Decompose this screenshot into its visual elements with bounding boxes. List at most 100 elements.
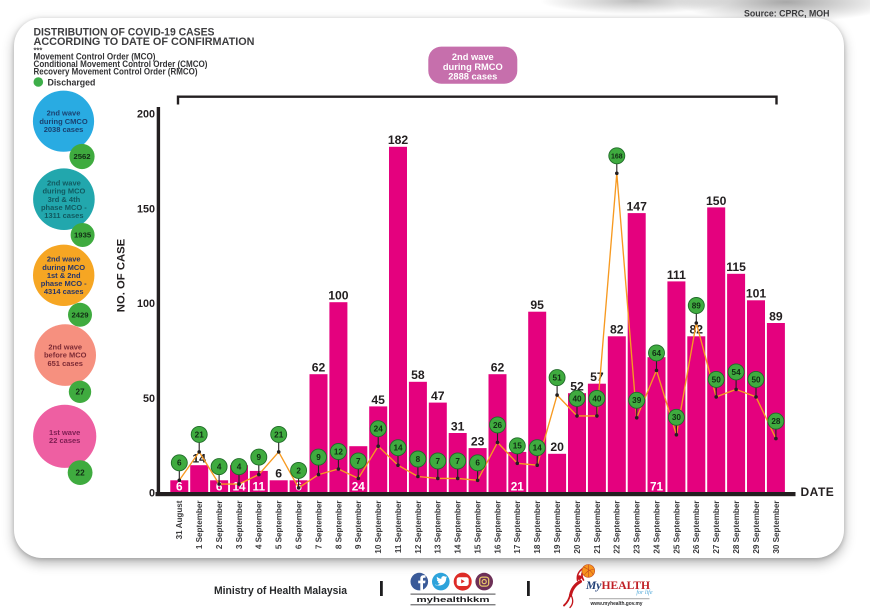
svg-text:myhealthkkm: myhealthkkm [417,595,491,604]
svg-text:7: 7 [356,457,361,466]
svg-text:5 September: 5 September [275,500,284,549]
svg-text:2 September: 2 September [215,500,224,549]
svg-text:40: 40 [572,394,582,403]
svg-text:Discharged: Discharged [48,77,96,87]
svg-text:101: 101 [746,287,767,301]
svg-text:22: 22 [76,468,86,477]
svg-text:2nd wave: 2nd wave [47,109,81,118]
svg-text:7 September: 7 September [314,500,323,549]
svg-text:100: 100 [137,298,155,310]
svg-text:26: 26 [493,421,503,430]
svg-text:2: 2 [296,466,301,475]
svg-text:62: 62 [312,361,326,375]
svg-text:2429: 2429 [71,311,88,320]
svg-text:31: 31 [451,419,465,433]
svg-text:1st & 2nd: 1st & 2nd [47,271,81,280]
svg-text:4: 4 [217,463,222,472]
svg-text:1 September: 1 September [195,500,204,549]
svg-text:3rd & 4th: 3rd & 4th [48,195,81,204]
svg-text:20: 20 [550,440,564,454]
svg-text:22 September: 22 September [613,500,622,554]
svg-text:20 September: 20 September [573,500,582,554]
svg-text:51: 51 [553,374,563,383]
svg-text:57: 57 [590,370,604,384]
svg-text:14 September: 14 September [454,500,463,554]
svg-text:12 September: 12 September [414,500,423,554]
svg-text:40: 40 [592,394,602,403]
svg-text:19 September: 19 September [553,500,562,554]
svg-text:21: 21 [195,430,205,439]
svg-text:phase MCO -: phase MCO - [41,279,87,288]
svg-text:50: 50 [712,375,722,384]
svg-text:182: 182 [388,133,409,147]
svg-text:9 September: 9 September [354,500,363,549]
svg-text:before MCO: before MCO [44,351,87,360]
svg-text:6: 6 [275,467,282,481]
svg-text:15 September: 15 September [474,500,483,554]
svg-text:0: 0 [149,488,155,500]
svg-text:25 September: 25 September [672,500,681,554]
svg-text:www.myhealth.gov.my: www.myhealth.gov.my [590,601,644,607]
svg-text:29 September: 29 September [752,500,761,554]
svg-text:2038 cases: 2038 cases [44,125,84,134]
svg-text:7: 7 [436,457,441,466]
svg-text:6: 6 [177,459,182,468]
svg-text:147: 147 [627,200,648,214]
svg-text:8 September: 8 September [334,500,343,549]
svg-text:4: 4 [237,463,242,472]
svg-text:150: 150 [706,194,727,208]
svg-text:24: 24 [352,480,366,494]
svg-text:6: 6 [475,459,480,468]
svg-text:2562: 2562 [73,152,90,161]
svg-text:89: 89 [769,309,783,323]
svg-text:6: 6 [176,480,183,494]
svg-text:27 September: 27 September [712,500,721,554]
svg-text:2nd wave: 2nd wave [47,179,81,188]
svg-text:30: 30 [672,413,682,422]
svg-text:***: *** [34,46,43,55]
svg-text:during RMCO: during RMCO [443,62,503,72]
svg-text:1935: 1935 [74,231,92,240]
svg-text:100: 100 [328,289,349,303]
svg-text:27: 27 [75,388,85,397]
svg-text:50: 50 [143,393,155,405]
svg-text:6: 6 [216,480,223,494]
svg-text:DISTRIBUTION OF COVID-19 CASES: DISTRIBUTION OF COVID-19 CASES [34,26,215,38]
svg-text:45: 45 [371,393,385,407]
svg-text:200: 200 [137,109,155,121]
svg-text:1311 cases: 1311 cases [44,211,83,220]
svg-text:during MCO: during MCO [42,263,85,272]
svg-text:1st wave: 1st wave [49,428,80,437]
svg-text:during CMCO: during CMCO [39,117,87,126]
svg-text:2888 cases: 2888 cases [448,71,497,81]
svg-text:28: 28 [771,417,781,426]
svg-text:30 September: 30 September [772,500,781,554]
svg-text:31 August: 31 August [175,500,184,539]
svg-text:7: 7 [455,457,460,466]
svg-text:168: 168 [611,154,623,161]
svg-text:DATE: DATE [801,485,835,499]
svg-text:Source: CPRC, MOH: Source: CPRC, MOH [744,9,830,19]
svg-text:23: 23 [471,435,485,449]
svg-text:14: 14 [533,444,543,453]
svg-text:24: 24 [374,425,384,434]
svg-text:Movement Control Order (MCO): Movement Control Order (MCO) [34,51,156,61]
svg-text:16 September: 16 September [493,500,502,554]
svg-text:28 September: 28 September [732,500,741,554]
svg-text:82: 82 [690,323,704,337]
svg-text:4314 cases: 4314 cases [44,287,84,296]
svg-text:2nd wave: 2nd wave [48,343,82,352]
svg-text:24 September: 24 September [652,500,661,554]
svg-text:Recovery Movement Control Orde: Recovery Movement Control Order (RMCO) [34,67,198,77]
svg-text:2nd wave: 2nd wave [47,255,81,264]
svg-text:82: 82 [610,323,624,337]
svg-text:11 September: 11 September [394,500,403,553]
svg-text:22 cases: 22 cases [49,436,80,445]
svg-text:150: 150 [137,203,155,215]
svg-text:52: 52 [570,380,584,394]
svg-text:21: 21 [274,430,284,439]
svg-text:6 September: 6 September [295,500,304,549]
svg-text:3 September: 3 September [235,500,244,549]
svg-text:ACCORDING TO DATE OF CONFIRMAT: ACCORDING TO DATE OF CONFIRMATION [34,36,255,48]
svg-text:11: 11 [253,480,266,494]
